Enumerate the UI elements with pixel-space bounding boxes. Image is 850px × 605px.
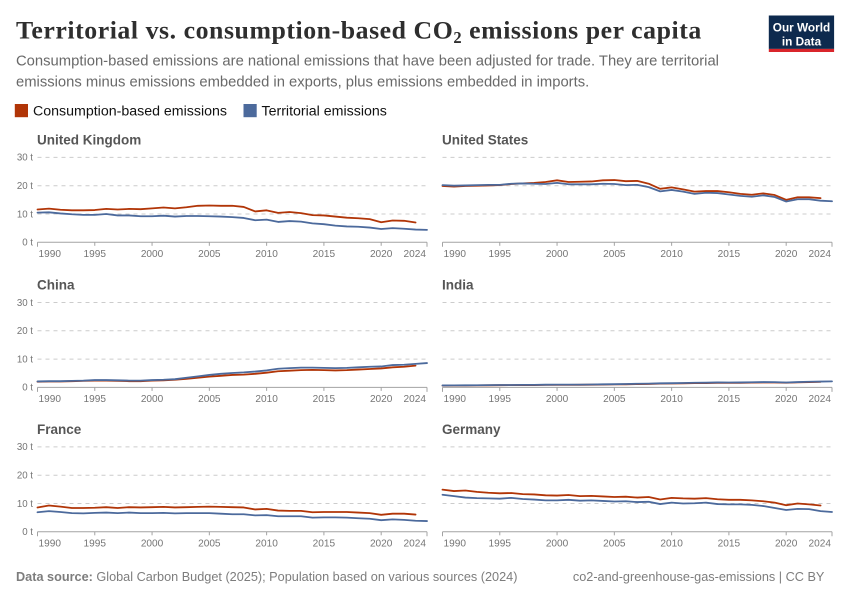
svg-text:2020: 2020 xyxy=(775,538,798,549)
svg-text:China: China xyxy=(37,278,75,293)
svg-text:emissions minus emissions embe: emissions minus emissions embedded in ex… xyxy=(16,75,589,91)
svg-text:Consumption-based emissions ar: Consumption-based emissions are national… xyxy=(16,54,719,70)
svg-text:2024: 2024 xyxy=(809,249,832,260)
svg-text:Consumption-based emissions: Consumption-based emissions xyxy=(33,104,227,120)
svg-text:2005: 2005 xyxy=(603,394,626,405)
svg-text:2015: 2015 xyxy=(718,538,741,549)
svg-text:1990: 1990 xyxy=(444,249,467,260)
svg-text:Data source: Global Carbon Bud: Data source: Global Carbon Budget (2025)… xyxy=(16,570,517,584)
svg-text:0 t: 0 t xyxy=(22,383,33,394)
svg-text:0 t: 0 t xyxy=(22,527,33,538)
svg-text:2010: 2010 xyxy=(660,394,683,405)
svg-text:2005: 2005 xyxy=(603,249,626,260)
svg-text:2020: 2020 xyxy=(775,249,798,260)
svg-text:10 t: 10 t xyxy=(17,209,33,220)
svg-text:2015: 2015 xyxy=(718,249,741,260)
svg-text:2005: 2005 xyxy=(198,538,221,549)
svg-text:30 t: 30 t xyxy=(17,442,33,453)
svg-text:France: France xyxy=(37,422,82,437)
svg-text:2000: 2000 xyxy=(141,394,164,405)
svg-text:10 t: 10 t xyxy=(17,499,33,510)
svg-text:2020: 2020 xyxy=(370,538,393,549)
svg-text:1990: 1990 xyxy=(39,394,62,405)
svg-text:10 t: 10 t xyxy=(17,354,33,365)
svg-text:2020: 2020 xyxy=(775,394,798,405)
svg-text:30 t: 30 t xyxy=(17,153,33,164)
svg-text:Germany: Germany xyxy=(442,422,501,437)
svg-text:2000: 2000 xyxy=(546,538,569,549)
svg-text:in Data: in Data xyxy=(782,35,822,49)
svg-text:2000: 2000 xyxy=(546,394,569,405)
svg-text:2015: 2015 xyxy=(718,394,741,405)
svg-text:co2-and-greenhouse-gas-emissio: co2-and-greenhouse-gas-emissions | CC BY xyxy=(573,570,825,584)
svg-text:2024: 2024 xyxy=(809,538,832,549)
svg-text:1990: 1990 xyxy=(444,538,467,549)
svg-text:2000: 2000 xyxy=(141,538,164,549)
svg-text:2000: 2000 xyxy=(546,249,569,260)
svg-text:United Kingdom: United Kingdom xyxy=(37,133,141,148)
svg-text:2005: 2005 xyxy=(198,249,221,260)
svg-text:1995: 1995 xyxy=(84,394,107,405)
svg-text:Territorial vs. consumption-ba: Territorial vs. consumption-based CO2 em… xyxy=(16,16,702,48)
svg-text:2015: 2015 xyxy=(313,394,336,405)
svg-text:2024: 2024 xyxy=(404,538,427,549)
svg-text:2024: 2024 xyxy=(404,394,427,405)
svg-text:2005: 2005 xyxy=(603,538,626,549)
svg-text:2010: 2010 xyxy=(255,538,278,549)
svg-text:1995: 1995 xyxy=(489,249,512,260)
svg-text:1995: 1995 xyxy=(489,538,512,549)
svg-text:Our World: Our World xyxy=(773,21,830,35)
svg-text:1995: 1995 xyxy=(84,249,107,260)
svg-text:2000: 2000 xyxy=(141,249,164,260)
svg-text:2020: 2020 xyxy=(370,249,393,260)
svg-text:2010: 2010 xyxy=(255,394,278,405)
svg-text:Territorial emissions: Territorial emissions xyxy=(262,104,387,120)
svg-text:United States: United States xyxy=(442,133,528,148)
svg-text:1990: 1990 xyxy=(444,394,467,405)
svg-text:1990: 1990 xyxy=(39,538,62,549)
svg-text:2010: 2010 xyxy=(660,538,683,549)
svg-text:1995: 1995 xyxy=(489,394,512,405)
svg-text:20 t: 20 t xyxy=(17,471,33,482)
svg-text:1995: 1995 xyxy=(84,538,107,549)
svg-text:2010: 2010 xyxy=(660,249,683,260)
svg-text:2024: 2024 xyxy=(809,394,832,405)
svg-text:2020: 2020 xyxy=(370,394,393,405)
svg-text:0 t: 0 t xyxy=(22,238,33,249)
svg-text:India: India xyxy=(442,278,474,293)
svg-text:2024: 2024 xyxy=(404,249,427,260)
svg-text:2015: 2015 xyxy=(313,249,336,260)
svg-text:20 t: 20 t xyxy=(17,326,33,337)
svg-text:2005: 2005 xyxy=(198,394,221,405)
svg-text:20 t: 20 t xyxy=(17,181,33,192)
svg-text:1990: 1990 xyxy=(39,249,62,260)
svg-text:2015: 2015 xyxy=(313,538,336,549)
svg-text:30 t: 30 t xyxy=(17,298,33,309)
svg-text:2010: 2010 xyxy=(255,249,278,260)
